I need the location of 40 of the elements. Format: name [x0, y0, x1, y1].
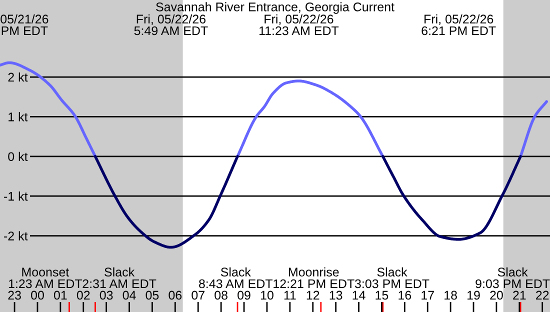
y-tick-label: -1 kt: [4, 192, 28, 201]
x-tick-label: 18: [444, 290, 457, 300]
x-tick-label: 12: [306, 290, 320, 300]
x-tick-label: 05: [146, 290, 159, 300]
x-tick-label: 14: [352, 290, 366, 300]
x-tick-label: 13: [330, 290, 342, 300]
x-tick-label: 17: [422, 290, 434, 300]
annotation: Moonset 1:23 AM EDT: [8, 268, 82, 288]
x-tick-label: 16: [398, 290, 412, 300]
x-tick-label: 19: [468, 290, 480, 300]
annotation: Slack 8:43 AM EDT: [199, 267, 273, 288]
annotation: Slack 3:03 PM EDT: [354, 267, 430, 288]
x-tick-label: 04: [122, 290, 136, 300]
annotation: 05/21/26 PM EDT: [0, 14, 48, 36]
x-tick-label: 22: [536, 290, 549, 300]
chart-title: Savannah River Entrance, Georgia Current: [156, 2, 394, 14]
x-tick-label: 02: [76, 290, 90, 300]
x-tick-label: 08: [214, 290, 228, 300]
x-tick-label: 11: [284, 290, 296, 300]
x-tick-label: 15: [376, 290, 388, 300]
x-tick-label: 07: [192, 290, 204, 300]
x-tick-label: 06: [168, 290, 182, 300]
x-tick-label: 09: [238, 290, 250, 300]
x-tick-label: 23: [8, 290, 21, 300]
x-tick-label: 20: [490, 290, 503, 300]
x-tick-label: 00: [31, 290, 44, 300]
annotation: Fri, 05/22/26 5:49 AM EDT: [134, 14, 208, 36]
y-tick-label: -2 kt: [4, 231, 28, 240]
y-tick-label: 2 kt: [8, 72, 28, 82]
annotation: Fri, 05/22/26 11:23 AM EDT: [259, 14, 339, 36]
y-tick-label: 1 kt: [8, 112, 28, 122]
annotation: Slack 9:03 PM EDT: [476, 267, 550, 288]
x-tick-label: 21: [513, 290, 526, 300]
y-tick-label: 0 kt: [8, 152, 28, 162]
x-tick-label: 03: [100, 290, 113, 300]
annotation: Fri, 05/22/26 6:21 PM EDT: [422, 14, 496, 36]
annotation: Slack 2:31 AM EDT: [82, 267, 156, 288]
x-tick-label: 10: [260, 290, 274, 300]
x-tick-label: 01: [54, 290, 67, 300]
annotation: Moonrise 12:21 PM EDT: [274, 267, 354, 288]
